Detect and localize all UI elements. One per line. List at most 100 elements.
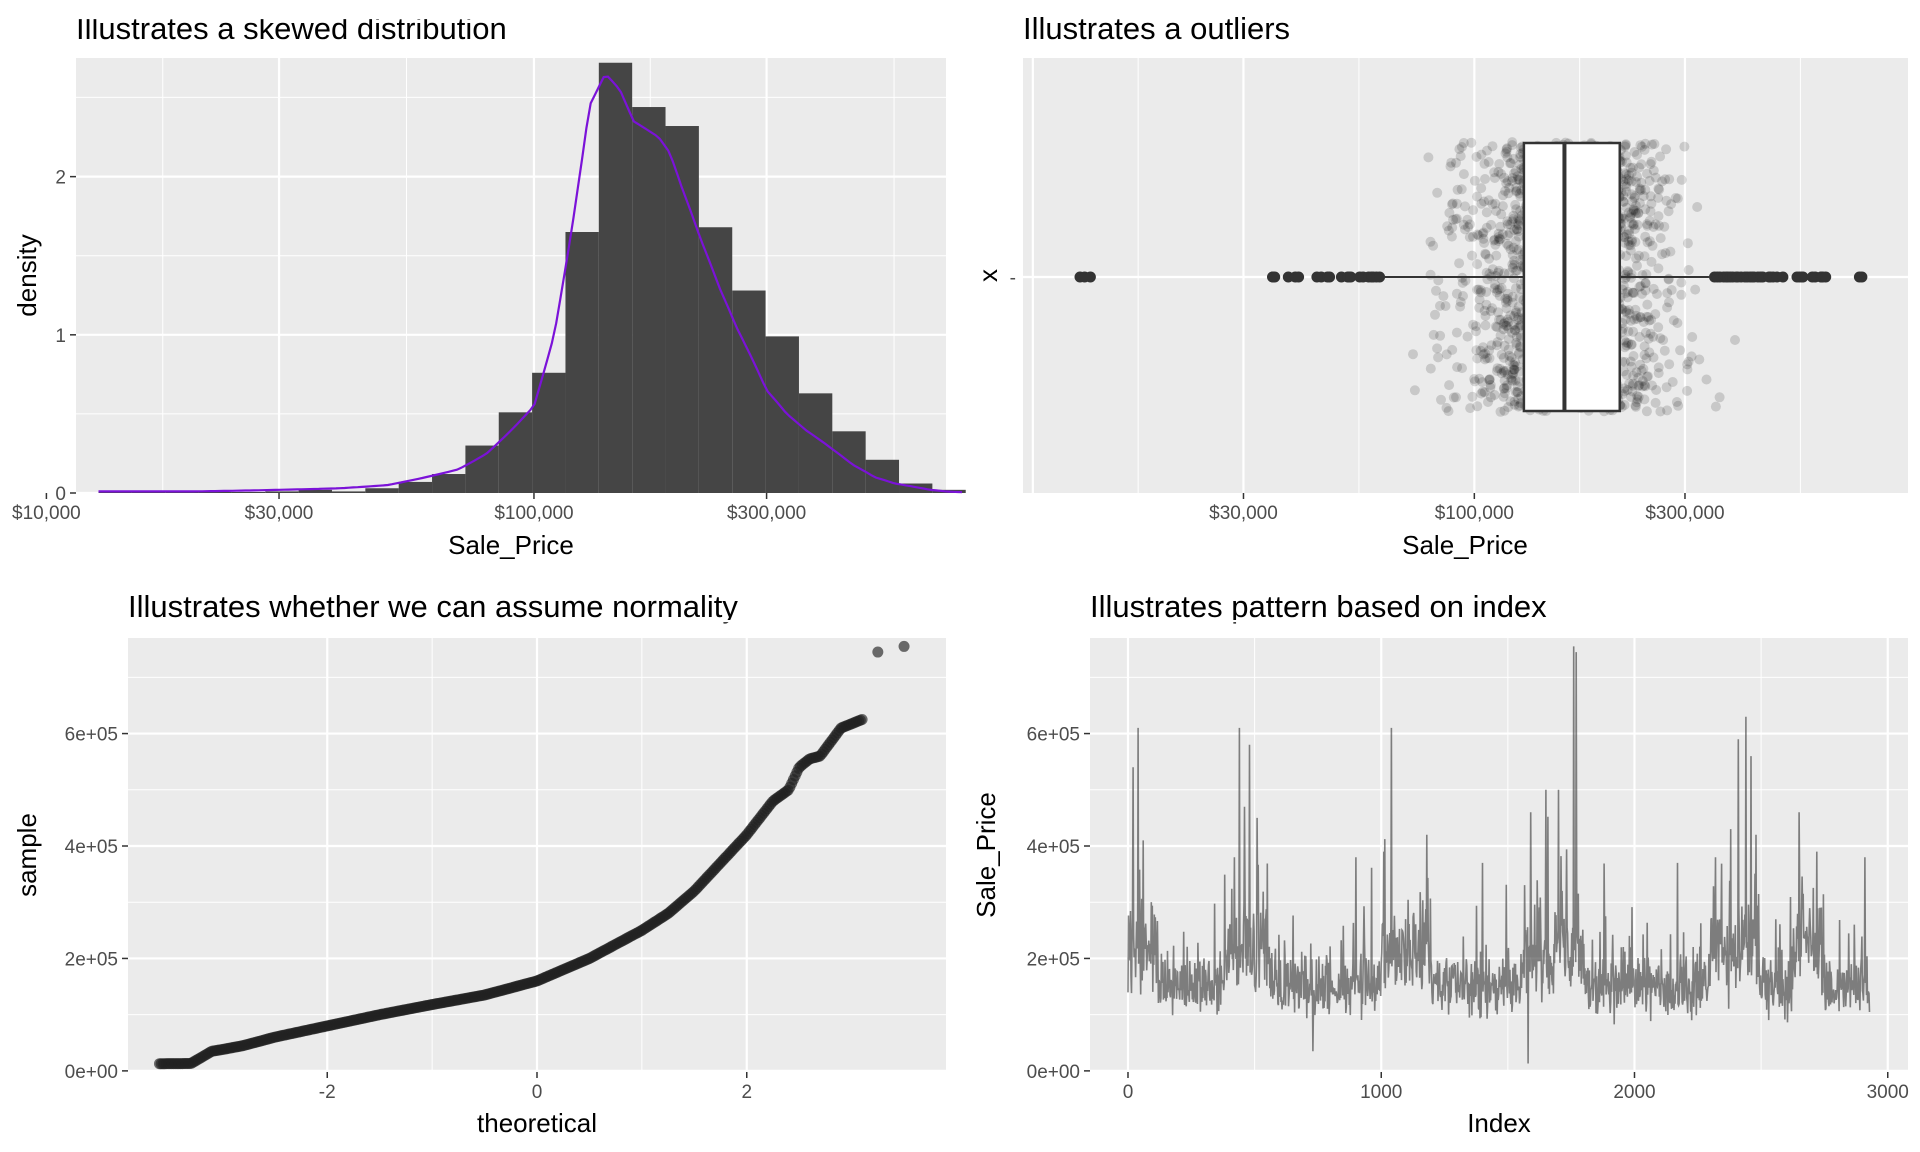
jitter-point <box>1627 196 1638 207</box>
jitter-point <box>1509 365 1520 375</box>
jitter-point <box>1502 314 1513 325</box>
jitter-point <box>1634 162 1645 173</box>
jitter-point <box>1507 173 1518 183</box>
jitter-point <box>1694 354 1705 365</box>
jitter-point <box>1619 400 1630 410</box>
qq-tick-labels: -2 0 2 0e+00 2e+05 4e+05 6e+05 <box>65 725 752 1103</box>
histogram-bar <box>665 126 699 493</box>
histogram-bar <box>432 474 466 493</box>
boxplot-x-tick-label: $100,000 <box>1435 503 1514 524</box>
jitter-point <box>1630 205 1641 216</box>
histogram-bar <box>899 483 933 493</box>
histogram-y-axis-label: density <box>12 234 42 316</box>
jitter-point <box>1504 228 1515 238</box>
jitter-point <box>1432 343 1443 354</box>
index-y-axis-label: Sale_Price <box>971 792 1001 918</box>
jitter-point <box>1502 293 1513 304</box>
density-curve <box>98 75 963 494</box>
qq-y-tick-label: 2e+05 <box>65 949 118 970</box>
jitter-point <box>1497 201 1508 212</box>
jitter-point <box>1622 286 1633 297</box>
jitter-point <box>1632 394 1643 405</box>
jitter-point <box>1638 191 1649 202</box>
jitter-point <box>1515 159 1525 170</box>
jitter-point <box>1642 371 1653 382</box>
jitter-point <box>1670 193 1681 203</box>
jitter-point <box>1620 140 1631 151</box>
jitter-point <box>1479 238 1490 248</box>
jitter-point <box>1622 292 1633 303</box>
jitter-point <box>1485 380 1496 390</box>
jitter-point <box>1633 372 1644 383</box>
jitter-point <box>1466 137 1477 148</box>
jitter-point <box>1621 305 1631 316</box>
qq-y-tick-label: 0e+00 <box>65 1062 118 1083</box>
jitter-point <box>1618 213 1629 224</box>
jitter-point <box>1505 396 1516 407</box>
jitter-point <box>1490 239 1501 250</box>
jitter-point <box>1509 311 1520 321</box>
jitter-point <box>1619 237 1630 248</box>
jitter-point <box>1507 369 1518 380</box>
jitter-point <box>1513 226 1524 237</box>
jitter-point <box>1502 152 1513 163</box>
jitter-point <box>1495 330 1506 341</box>
jitter-point <box>1654 220 1664 231</box>
jitter-point <box>1487 303 1498 314</box>
jitter-point <box>1498 391 1509 402</box>
jitter-point <box>1451 213 1462 224</box>
jitter-point <box>1634 185 1645 196</box>
jitter-point <box>1458 291 1468 301</box>
jitter-point <box>1506 374 1517 385</box>
jitter-point <box>1499 388 1510 399</box>
jitter-point <box>1508 319 1519 330</box>
jitter-point <box>1635 281 1646 292</box>
jitter-point <box>1493 236 1504 247</box>
jitter-point <box>1510 324 1521 335</box>
jitter-point <box>1448 392 1459 403</box>
jitter-point <box>1496 209 1507 220</box>
jitter-point <box>1500 320 1511 331</box>
jitter-point <box>1514 366 1525 377</box>
jitter-point <box>1664 174 1675 185</box>
jitter-point <box>1468 319 1479 330</box>
jitter-point <box>1624 228 1634 239</box>
jitter-point <box>1508 364 1519 375</box>
jitter-point <box>1494 290 1505 301</box>
jitter-point <box>1467 391 1478 402</box>
jitter-point <box>1641 406 1652 417</box>
jitter-point <box>1462 214 1473 225</box>
jitter-point <box>1464 232 1475 243</box>
jitter-point <box>1661 144 1672 155</box>
histogram-bar <box>698 227 733 493</box>
jitter-point <box>1491 287 1502 298</box>
jitter-point <box>1503 268 1514 279</box>
jitter-point <box>1626 392 1636 402</box>
jitter-point <box>1664 359 1675 370</box>
qq-x-tick-label: -2 <box>319 1082 336 1103</box>
jitter-point <box>1513 220 1524 231</box>
jitter-point <box>1628 205 1639 216</box>
jitter-point <box>1501 144 1512 155</box>
jitter-point <box>1640 278 1651 288</box>
histogram-bar <box>231 492 266 493</box>
jitter-point <box>1653 183 1664 194</box>
jitter-point <box>1619 342 1630 353</box>
jitter-point <box>1628 287 1638 298</box>
jitter-point <box>1511 307 1521 318</box>
jitter-point <box>1653 362 1664 373</box>
outlier-point <box>1345 271 1357 283</box>
jitter-point <box>1496 283 1507 293</box>
jitter-point <box>1489 390 1500 400</box>
jitter-point <box>1620 179 1631 190</box>
jitter-point <box>1441 349 1452 360</box>
jitter-point <box>1503 240 1514 251</box>
jitter-point <box>1509 364 1520 375</box>
outlier-point <box>1856 271 1868 283</box>
jitter-point <box>1501 365 1511 376</box>
jitter-point <box>1634 331 1645 342</box>
jitter-point <box>1492 366 1502 376</box>
jitter-point <box>1661 195 1672 206</box>
jitter-point <box>1481 353 1492 364</box>
jitter-point <box>1509 168 1520 179</box>
